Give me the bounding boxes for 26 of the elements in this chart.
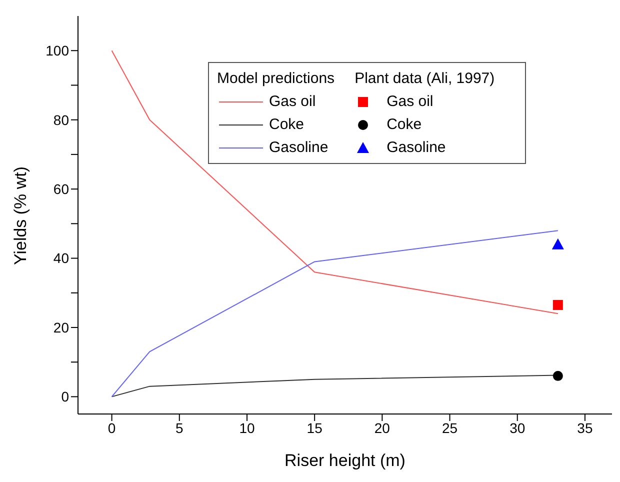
legend-title: Model predictions — [217, 69, 335, 89]
y-tick-label: 20 — [53, 319, 70, 336]
legend-label: Coke — [269, 116, 304, 133]
y-tick-label: 0 — [61, 388, 70, 405]
x-tick-label: 20 — [374, 420, 390, 436]
x-tick-label: 5 — [175, 420, 184, 436]
x-tick-label: 35 — [577, 420, 593, 436]
line-series — [111, 50, 558, 314]
x-axis-title: Riser height (m) — [284, 451, 406, 470]
legend-label: Gas oil — [269, 93, 316, 110]
x-tick-label: 10 — [239, 420, 255, 436]
annotation: Plant data (Ali, 1997) — [354, 69, 495, 89]
legend-label: Gasoline — [269, 139, 328, 156]
legend-label: Gas oil — [386, 93, 434, 110]
x-tick-label: 30 — [510, 420, 526, 436]
x-tick-label: 25 — [442, 420, 458, 436]
x-tick-label: 0 — [108, 420, 116, 436]
x-tick-label: 15 — [306, 420, 323, 436]
y-tick-label: 80 — [53, 112, 70, 128]
y-tick-label: 60 — [53, 181, 70, 198]
legend-label: Coke — [386, 116, 422, 133]
y-tick-label: 40 — [53, 250, 70, 266]
line-series — [111, 230, 558, 398]
y-tick-label: 100 — [46, 42, 70, 59]
y-axis-title: Yields (% wt) — [11, 166, 30, 265]
legend-label: Gasoline — [386, 139, 446, 156]
